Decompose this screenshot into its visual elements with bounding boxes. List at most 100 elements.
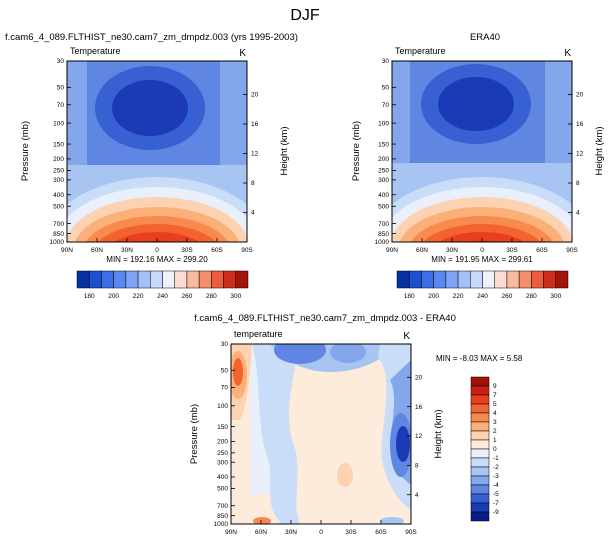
colorbar-swatch — [470, 385, 490, 396]
axes-difference: 90N 60N 30N 0 30S 60S 90S 30 50 70 100 150 200 250 300… — [214, 341, 423, 536]
colorbar-swatch — [433, 270, 447, 289]
colorbar-swatch — [518, 270, 532, 289]
panel-model-units: K — [239, 48, 246, 59]
y-tick-label: 1000 — [214, 521, 229, 528]
y-tick-label: 400 — [53, 192, 64, 199]
colorbar-swatch — [150, 270, 163, 289]
x-tick-label: 90S — [405, 529, 417, 536]
colorbar-swatch — [470, 394, 490, 405]
contour-band — [438, 77, 514, 131]
colorbar-swatch — [531, 270, 544, 289]
colorbar-label: 280 — [206, 293, 217, 300]
height-tick-label: 12 — [415, 433, 423, 440]
colorbar-label: 180 — [84, 293, 95, 300]
x-tick-label: 30N — [121, 247, 133, 254]
colorbar-swatch — [396, 270, 410, 289]
colorbar-swatch — [445, 270, 459, 289]
y-tick-label: 100 — [378, 120, 389, 127]
y-axis-right-label: Height (km) — [279, 126, 290, 175]
colorbar-label: 2 — [493, 428, 497, 435]
contour-band — [253, 517, 271, 524]
contour-band — [392, 61, 410, 171]
height-tick-label: 16 — [251, 121, 259, 128]
y-axis-right-label: Height (km) — [433, 409, 444, 458]
panel-difference-title: f.cam6_4_089.FLTHIST_ne30.cam7_zm_dmpdz.… — [194, 313, 456, 324]
y-tick-label: 30 — [57, 58, 65, 65]
y-axis-right-label: Height (km) — [594, 126, 605, 175]
colorbar-era40: 180 200 220 240 260 280 300 — [396, 270, 569, 300]
y-axis-label: Pressure (mb) — [189, 404, 200, 464]
contour-band — [233, 358, 243, 386]
colorbar-label: 7 — [493, 392, 497, 399]
colorbar-label: 180 — [404, 293, 415, 300]
height-tick-label: 20 — [251, 92, 259, 99]
x-tick-label: 30N — [285, 529, 297, 536]
y-tick-label: 500 — [378, 203, 389, 210]
axes-model: 90N 60N 30N 0 30S 60S 90S 30 50 70 100 150 200 250 300… — [50, 58, 259, 254]
x-tick-label: 90N — [386, 247, 398, 254]
colorbar-difference: 9 7 5 4 3 2 1 0 -1 -2 -3 -4 -5 -7 -9 — [470, 376, 499, 522]
y-tick-label: 850 — [217, 513, 228, 520]
colorbar-label: 9 — [493, 383, 497, 390]
x-tick-label: 60S — [211, 247, 223, 254]
colorbar-swatch — [470, 484, 490, 495]
colorbar-swatch — [470, 493, 490, 504]
colorbar-swatch — [457, 270, 471, 289]
panel-era40-units: K — [564, 48, 571, 59]
x-tick-label: 60N — [255, 529, 267, 536]
y-tick-label: 70 — [382, 102, 390, 109]
min-max-stats: MIN = 192.16 MAX = 299.20 — [106, 255, 208, 264]
colorbar-model: 180 200 220 240 260 280 300 — [76, 270, 249, 300]
contour-field-model — [67, 61, 247, 242]
colorbar-swatch — [76, 270, 90, 289]
colorbar-swatch — [137, 270, 151, 289]
colorbar-label: 240 — [157, 293, 168, 300]
height-tick-label: 4 — [576, 210, 580, 217]
panel-model: f.cam6_4_089.FLTHIST_ne30.cam7_zm_dmpdz.… — [5, 32, 298, 300]
colorbar-swatch — [470, 421, 490, 432]
height-tick-label: 20 — [576, 92, 584, 99]
y-tick-label: 400 — [217, 474, 228, 481]
y-axis-label: Pressure (mb) — [20, 121, 31, 181]
x-tick-label: 90N — [61, 247, 73, 254]
y-tick-label: 150 — [378, 141, 389, 148]
y-tick-label: 1000 — [375, 239, 390, 246]
colorbar-label: -3 — [493, 473, 499, 480]
colorbar-label: 5 — [493, 401, 497, 408]
colorbar-swatch — [543, 270, 557, 289]
y-tick-label: 700 — [217, 503, 228, 510]
contour-band — [330, 344, 366, 363]
colorbar-label: 3 — [493, 419, 497, 426]
x-tick-label: 0 — [480, 247, 484, 254]
colorbar-label: -1 — [493, 455, 499, 462]
colorbar-swatch — [408, 270, 422, 289]
x-tick-label: 60N — [91, 247, 103, 254]
x-tick-label: 90N — [225, 529, 237, 536]
height-tick-label: 4 — [415, 492, 419, 499]
colorbar-label: -2 — [493, 464, 499, 471]
colorbar-label: 260 — [501, 293, 512, 300]
panel-era40: ERA40 Temperature K Pressure (mb) Height… — [351, 32, 605, 300]
colorbar-swatch — [186, 270, 200, 289]
x-tick-label: 0 — [319, 529, 323, 536]
height-tick-label: 12 — [576, 151, 584, 158]
contour-band — [380, 517, 404, 524]
colorbar-swatch — [470, 502, 490, 513]
colorbar-swatch — [470, 412, 490, 423]
colorbar-label: 200 — [108, 293, 119, 300]
colorbar-swatch — [235, 270, 249, 289]
colorbar-swatch — [494, 270, 508, 289]
y-tick-label: 70 — [221, 385, 229, 392]
panel-difference-units: K — [403, 331, 410, 342]
colorbar-swatch — [482, 270, 495, 289]
x-tick-label: 90S — [566, 247, 578, 254]
y-tick-label: 200 — [53, 156, 64, 163]
figure-title: DJF — [290, 7, 320, 24]
contour-field-difference — [231, 344, 411, 524]
colorbar-swatch — [470, 403, 490, 414]
contour-band — [337, 463, 353, 487]
x-tick-label: 90S — [241, 247, 253, 254]
height-tick-label: 16 — [415, 404, 423, 411]
colorbar-label: 300 — [550, 293, 561, 300]
y-tick-label: 300 — [217, 459, 228, 466]
